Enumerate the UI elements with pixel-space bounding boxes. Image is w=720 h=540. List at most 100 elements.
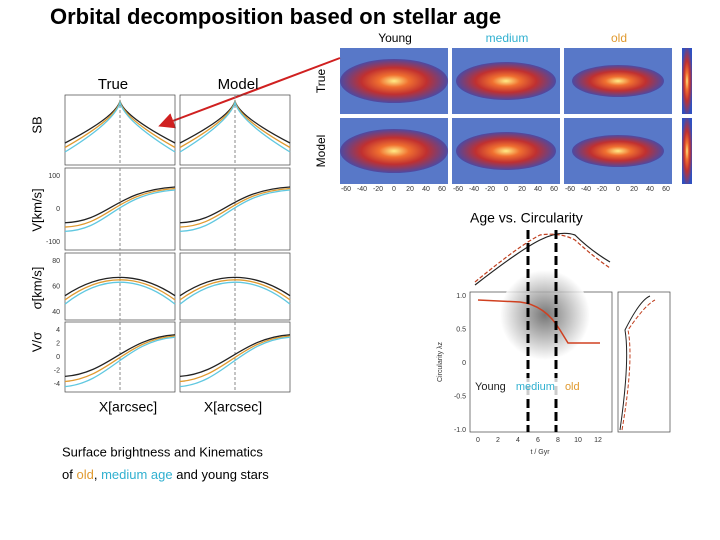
x-tick-label: 10 bbox=[574, 437, 582, 444]
x-tick-label: 40 bbox=[646, 186, 654, 193]
slide-title: Orbital decomposition based on stellar a… bbox=[50, 4, 501, 29]
y-tick-label: 80 bbox=[52, 258, 60, 265]
y-tick-label: 0 bbox=[56, 354, 60, 361]
column-label: True bbox=[98, 76, 128, 93]
profiles-figure: True Model SB V[km/s] σ[km/s] V/σ 100 0 -100 80 60… bbox=[29, 76, 291, 415]
y-tick-label: 100 bbox=[48, 173, 60, 180]
x-tick-label: 60 bbox=[438, 186, 446, 193]
x-tick-label: 40 bbox=[422, 186, 430, 193]
row-label: σ[km/s] bbox=[29, 267, 44, 310]
x-tick-label: 0 bbox=[392, 186, 396, 193]
x-tick-label: 4 bbox=[516, 437, 520, 444]
y-tick-label: -4 bbox=[54, 381, 60, 388]
mean-line bbox=[477, 299, 600, 344]
profile-curve bbox=[179, 100, 291, 153]
x-tick-label: 20 bbox=[518, 186, 526, 193]
density bbox=[500, 270, 590, 360]
legend-entry: Young bbox=[475, 381, 506, 393]
row-label: V/σ bbox=[29, 332, 44, 352]
maps-figure: Young medium old True Model -60 -60 -60 -40 -40 -4… bbox=[314, 31, 692, 193]
x-tick-label: -60 bbox=[453, 186, 463, 193]
side-frame bbox=[617, 291, 671, 433]
column-label: old bbox=[611, 31, 627, 45]
legend-entry: old bbox=[565, 381, 580, 393]
panel-title: Age vs. Circularity bbox=[470, 210, 583, 226]
column-label: Model bbox=[218, 76, 259, 93]
x-tick-label: -20 bbox=[597, 186, 607, 193]
y-axis-label: Circularity λz bbox=[437, 341, 444, 382]
legend-entry: medium bbox=[516, 381, 555, 393]
y-tick-label: 2 bbox=[56, 340, 60, 347]
profile-panel bbox=[179, 321, 291, 393]
column-label: medium bbox=[486, 31, 529, 45]
map-heat bbox=[340, 59, 448, 103]
profile-curve bbox=[64, 187, 176, 228]
x-tick-label: 40 bbox=[534, 186, 542, 193]
caption-segment: , bbox=[94, 467, 101, 482]
x-axis-label: t / Gyr bbox=[530, 449, 550, 456]
x-tick-label: 0 bbox=[504, 186, 508, 193]
map-heat bbox=[456, 62, 556, 100]
column-label: Young bbox=[378, 31, 412, 45]
row-label: V[km/s] bbox=[29, 188, 44, 231]
profile-panel bbox=[179, 167, 291, 251]
y-tick-label: 0.5 bbox=[456, 326, 466, 333]
caption-line: of old, medium age and young stars bbox=[62, 467, 269, 482]
y-tick-label: -100 bbox=[46, 239, 60, 246]
x-tick-label: -20 bbox=[485, 186, 495, 193]
x-tick-label: 12 bbox=[594, 437, 602, 444]
profile-curve bbox=[64, 100, 176, 153]
x-tick-label: 6 bbox=[536, 437, 540, 444]
legend-bg bbox=[472, 378, 602, 396]
x-tick-label: 2 bbox=[496, 437, 500, 444]
y-tick-label: 40 bbox=[52, 309, 60, 316]
x-tick-label: 0 bbox=[616, 186, 620, 193]
x-tick-label: 8 bbox=[556, 437, 560, 444]
x-tick-label: 20 bbox=[406, 186, 414, 193]
profile-curve bbox=[179, 186, 291, 224]
caption-segment: old bbox=[76, 467, 93, 482]
y-tick-label: 0 bbox=[56, 206, 60, 213]
profile-panel bbox=[64, 94, 176, 166]
arrow bbox=[158, 57, 341, 129]
row-label: SB bbox=[29, 116, 44, 133]
profile-panel bbox=[179, 94, 291, 166]
profile-curve bbox=[179, 281, 291, 305]
profile-curve bbox=[64, 279, 176, 301]
caption-segment: and young stars bbox=[173, 467, 270, 482]
y-tick-label: 4 bbox=[56, 327, 60, 334]
caption-segment: medium age bbox=[101, 467, 173, 482]
map-heat bbox=[572, 135, 664, 167]
x-tick-label: -60 bbox=[565, 186, 575, 193]
circularity-figure: Age vs. Circularity 0 2 4 6 8 10 12 1.0 0.5 0 -0.5 -… bbox=[437, 210, 671, 456]
side-curve-model bbox=[621, 299, 656, 431]
y-tick-label: 1.0 bbox=[456, 293, 466, 300]
profile-panel bbox=[64, 252, 176, 321]
side-curve bbox=[619, 295, 651, 431]
profile-curve bbox=[64, 336, 176, 388]
profile-curve bbox=[179, 189, 291, 233]
profile-curve bbox=[179, 276, 291, 297]
profile-curve bbox=[179, 334, 291, 378]
profile-curve bbox=[179, 336, 291, 388]
profile-panel bbox=[179, 252, 291, 321]
profile-panel bbox=[64, 321, 176, 393]
profile-curve bbox=[64, 281, 176, 305]
row-label: True bbox=[314, 69, 328, 94]
x-tick-label: 60 bbox=[550, 186, 558, 193]
profile-curve bbox=[179, 279, 291, 301]
profile-curve bbox=[64, 186, 176, 224]
x-tick-label: 60 bbox=[662, 186, 670, 193]
y-tick-label: -0.5 bbox=[454, 393, 466, 400]
x-axis-label: X[arcsec] bbox=[99, 399, 157, 415]
profile-curve bbox=[64, 189, 176, 233]
x-tick-label: -60 bbox=[341, 186, 351, 193]
x-tick-label: 0 bbox=[476, 437, 480, 444]
x-tick-label: -40 bbox=[357, 186, 367, 193]
y-tick-label: -2 bbox=[54, 367, 60, 374]
profile-curve bbox=[179, 335, 291, 383]
y-tick-label: 0 bbox=[462, 360, 466, 367]
map-heat bbox=[572, 65, 664, 97]
colorbar bbox=[682, 48, 692, 114]
